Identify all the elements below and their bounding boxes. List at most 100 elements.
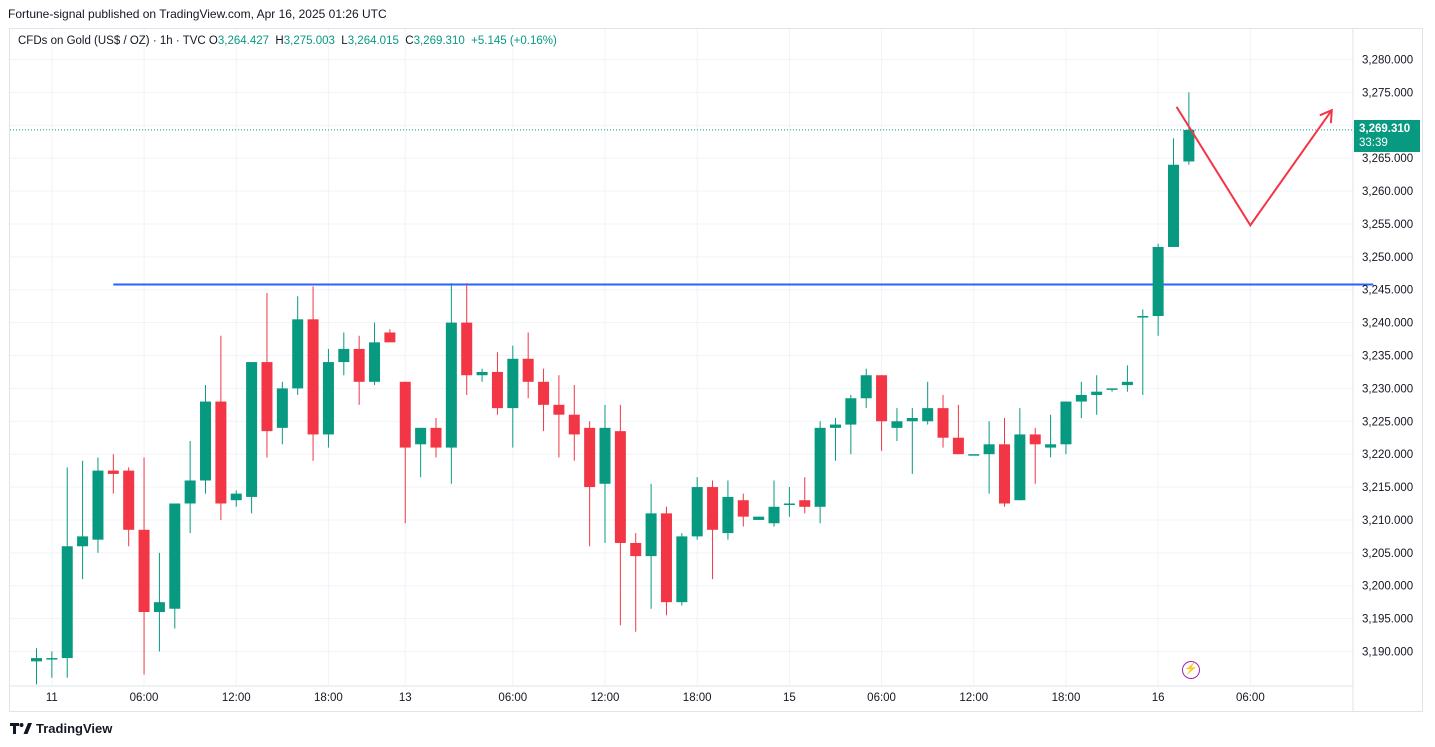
chart-frame[interactable] bbox=[9, 28, 1423, 712]
candle-body bbox=[998, 444, 1010, 504]
candle-body bbox=[153, 602, 165, 613]
candle-body bbox=[829, 424, 841, 428]
candle-body bbox=[845, 398, 857, 425]
tradingview-logo-icon bbox=[10, 722, 32, 734]
candle-body bbox=[768, 506, 780, 524]
candle-body bbox=[77, 536, 89, 547]
candle bbox=[246, 362, 258, 514]
candle bbox=[983, 421, 995, 494]
candle bbox=[1121, 365, 1133, 392]
candle bbox=[783, 487, 795, 517]
symbol-interval: 1h bbox=[159, 35, 173, 47]
candle-body bbox=[123, 470, 135, 530]
time-tick-label: 06:00 bbox=[867, 692, 896, 704]
candle-body bbox=[614, 431, 626, 543]
candle bbox=[937, 394, 949, 448]
candle bbox=[1168, 138, 1180, 247]
candle-body bbox=[691, 487, 703, 537]
low-label: L bbox=[341, 35, 348, 47]
lightning-icon[interactable]: ⚡ bbox=[1182, 661, 1200, 679]
candle-body bbox=[399, 381, 411, 448]
time-tick-label: 15 bbox=[783, 692, 796, 704]
candle bbox=[1060, 401, 1072, 455]
price-tick-label: 3,280.000 bbox=[1362, 55, 1413, 67]
candle bbox=[814, 421, 826, 524]
symbol-sep: · bbox=[175, 35, 183, 47]
candle bbox=[399, 381, 411, 524]
candle bbox=[553, 375, 565, 458]
candle bbox=[538, 368, 550, 432]
candle-body bbox=[92, 470, 104, 540]
candle-body bbox=[968, 454, 980, 456]
candle bbox=[476, 368, 488, 382]
candle bbox=[876, 375, 888, 451]
projection-layer bbox=[1175, 106, 1333, 228]
candle-body bbox=[1075, 394, 1087, 402]
candle-body bbox=[937, 408, 949, 438]
candle-body bbox=[261, 362, 273, 432]
tradingview-logo[interactable]: TradingView bbox=[10, 721, 112, 736]
price-tick-label: 3,205.000 bbox=[1362, 548, 1413, 560]
price-axis: 3,190.000 3,195.000 3,200.000 3,205.000 3,21… bbox=[1362, 55, 1413, 659]
candle bbox=[584, 421, 596, 547]
candle bbox=[184, 441, 196, 534]
candle-body bbox=[61, 546, 73, 659]
candle bbox=[737, 493, 749, 527]
brand-name: TradingView bbox=[36, 721, 113, 736]
candle-body bbox=[522, 358, 534, 382]
time-tick-label: 12:00 bbox=[959, 692, 988, 704]
candle bbox=[445, 283, 457, 484]
publisher-line: Fortune-signal published on TradingView.… bbox=[8, 7, 387, 21]
candle-body bbox=[630, 542, 642, 557]
candle bbox=[61, 467, 73, 678]
candle bbox=[507, 345, 519, 448]
candle-body bbox=[1060, 401, 1072, 445]
candle bbox=[461, 283, 473, 395]
candle-body bbox=[783, 503, 795, 505]
candle bbox=[123, 467, 135, 547]
candle bbox=[660, 506, 672, 616]
close-label: C bbox=[405, 35, 414, 47]
candle bbox=[891, 408, 903, 442]
candle bbox=[845, 394, 857, 455]
time-tick-label: 06:00 bbox=[1236, 692, 1265, 704]
candle-body bbox=[1183, 129, 1195, 162]
candle bbox=[138, 457, 150, 675]
candle bbox=[292, 296, 304, 395]
candle bbox=[369, 322, 381, 386]
price-tick-label: 3,225.000 bbox=[1362, 416, 1413, 428]
candle bbox=[430, 417, 442, 458]
price-tick-label: 3,200.000 bbox=[1362, 581, 1413, 593]
candle bbox=[215, 335, 227, 520]
candle bbox=[1183, 92, 1195, 165]
candle bbox=[753, 516, 765, 520]
candle-body bbox=[1168, 164, 1180, 247]
candle-body bbox=[1106, 388, 1118, 390]
candle-body bbox=[430, 427, 442, 448]
time-tick-label: 06:00 bbox=[498, 692, 527, 704]
candle-body bbox=[322, 362, 334, 435]
candle-body bbox=[722, 496, 734, 534]
candle-body bbox=[676, 536, 688, 603]
candle bbox=[1137, 309, 1149, 395]
last-price-tag: 3,269.310 33:39 bbox=[1354, 120, 1420, 152]
candle-body bbox=[1137, 316, 1149, 318]
high-value: 3,275.003 bbox=[283, 35, 335, 47]
price-tick-label: 3,220.000 bbox=[1362, 449, 1413, 461]
candle-body bbox=[1121, 381, 1133, 386]
price-tick-label: 3,275.000 bbox=[1362, 87, 1413, 99]
candle bbox=[1014, 408, 1026, 501]
candle-body bbox=[461, 322, 473, 376]
candle bbox=[998, 417, 1010, 507]
candle bbox=[169, 503, 181, 629]
candle bbox=[1045, 414, 1057, 458]
candle-body bbox=[860, 375, 872, 399]
candle-body bbox=[645, 513, 657, 557]
candle bbox=[522, 332, 534, 399]
candle bbox=[353, 335, 365, 405]
candle-body bbox=[107, 470, 119, 474]
symbol-source: TVC bbox=[182, 35, 206, 47]
projection-arrowhead bbox=[1319, 108, 1333, 124]
price-tick-label: 3,195.000 bbox=[1362, 614, 1413, 626]
